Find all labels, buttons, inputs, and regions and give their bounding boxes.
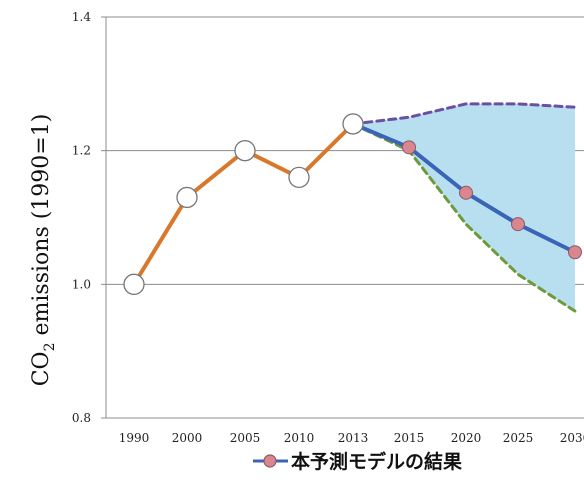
x-tick-label: 2025 [503, 431, 534, 445]
x-tick-label: 2005 [230, 431, 261, 445]
y-axis-label: CO2 emissions (1990=1) [29, 114, 58, 387]
legend-marker-swatch [263, 454, 277, 468]
historical-point [123, 273, 145, 295]
y-tick-label: 0.8 [72, 411, 91, 425]
legend-label: 本予測モデルの結果 [291, 450, 462, 473]
x-tick-labels: 1990 2000 2005 2010 2013 2015 2020 2025 2030 [119, 431, 584, 445]
y-tick-label: 1.4 [72, 10, 91, 24]
upper-bound-line [351, 102, 577, 126]
y-axis-label-subscript: 2 [42, 343, 58, 352]
forecast-point [402, 140, 416, 155]
historical-point [288, 166, 310, 189]
x-tick-label: 2000 [172, 431, 203, 445]
uncertainty-band-area [353, 103, 575, 312]
forecast-point [459, 185, 473, 200]
y-axis-label-main: CO [29, 351, 54, 386]
x-tick-label: 2013 [338, 431, 369, 445]
x-tick-label: 2010 [284, 431, 315, 445]
x-tick-label: 2015 [394, 431, 425, 445]
legend: 本予測モデルの結果 [253, 450, 462, 473]
forecast-point [511, 217, 525, 232]
uncertainty-band [353, 103, 575, 312]
forecast-point [568, 245, 582, 260]
y-tick-label: 1.2 [72, 144, 91, 158]
x-tick-label: 1990 [119, 431, 150, 445]
series-markers [123, 113, 582, 295]
axes [101, 16, 584, 419]
x-tick-label: 2020 [451, 431, 482, 445]
historical-point [342, 113, 364, 135]
y-tick-label: 1.0 [72, 277, 91, 291]
y-tick-labels: 0.8 1.0 1.2 1.4 [72, 10, 91, 425]
historical-point [176, 186, 198, 209]
historical-point [234, 140, 256, 162]
y-axis-label-rest: emissions (1990=1) [29, 114, 54, 343]
x-tick-label: 2030 [560, 431, 584, 445]
lower-bound-line [351, 122, 577, 313]
